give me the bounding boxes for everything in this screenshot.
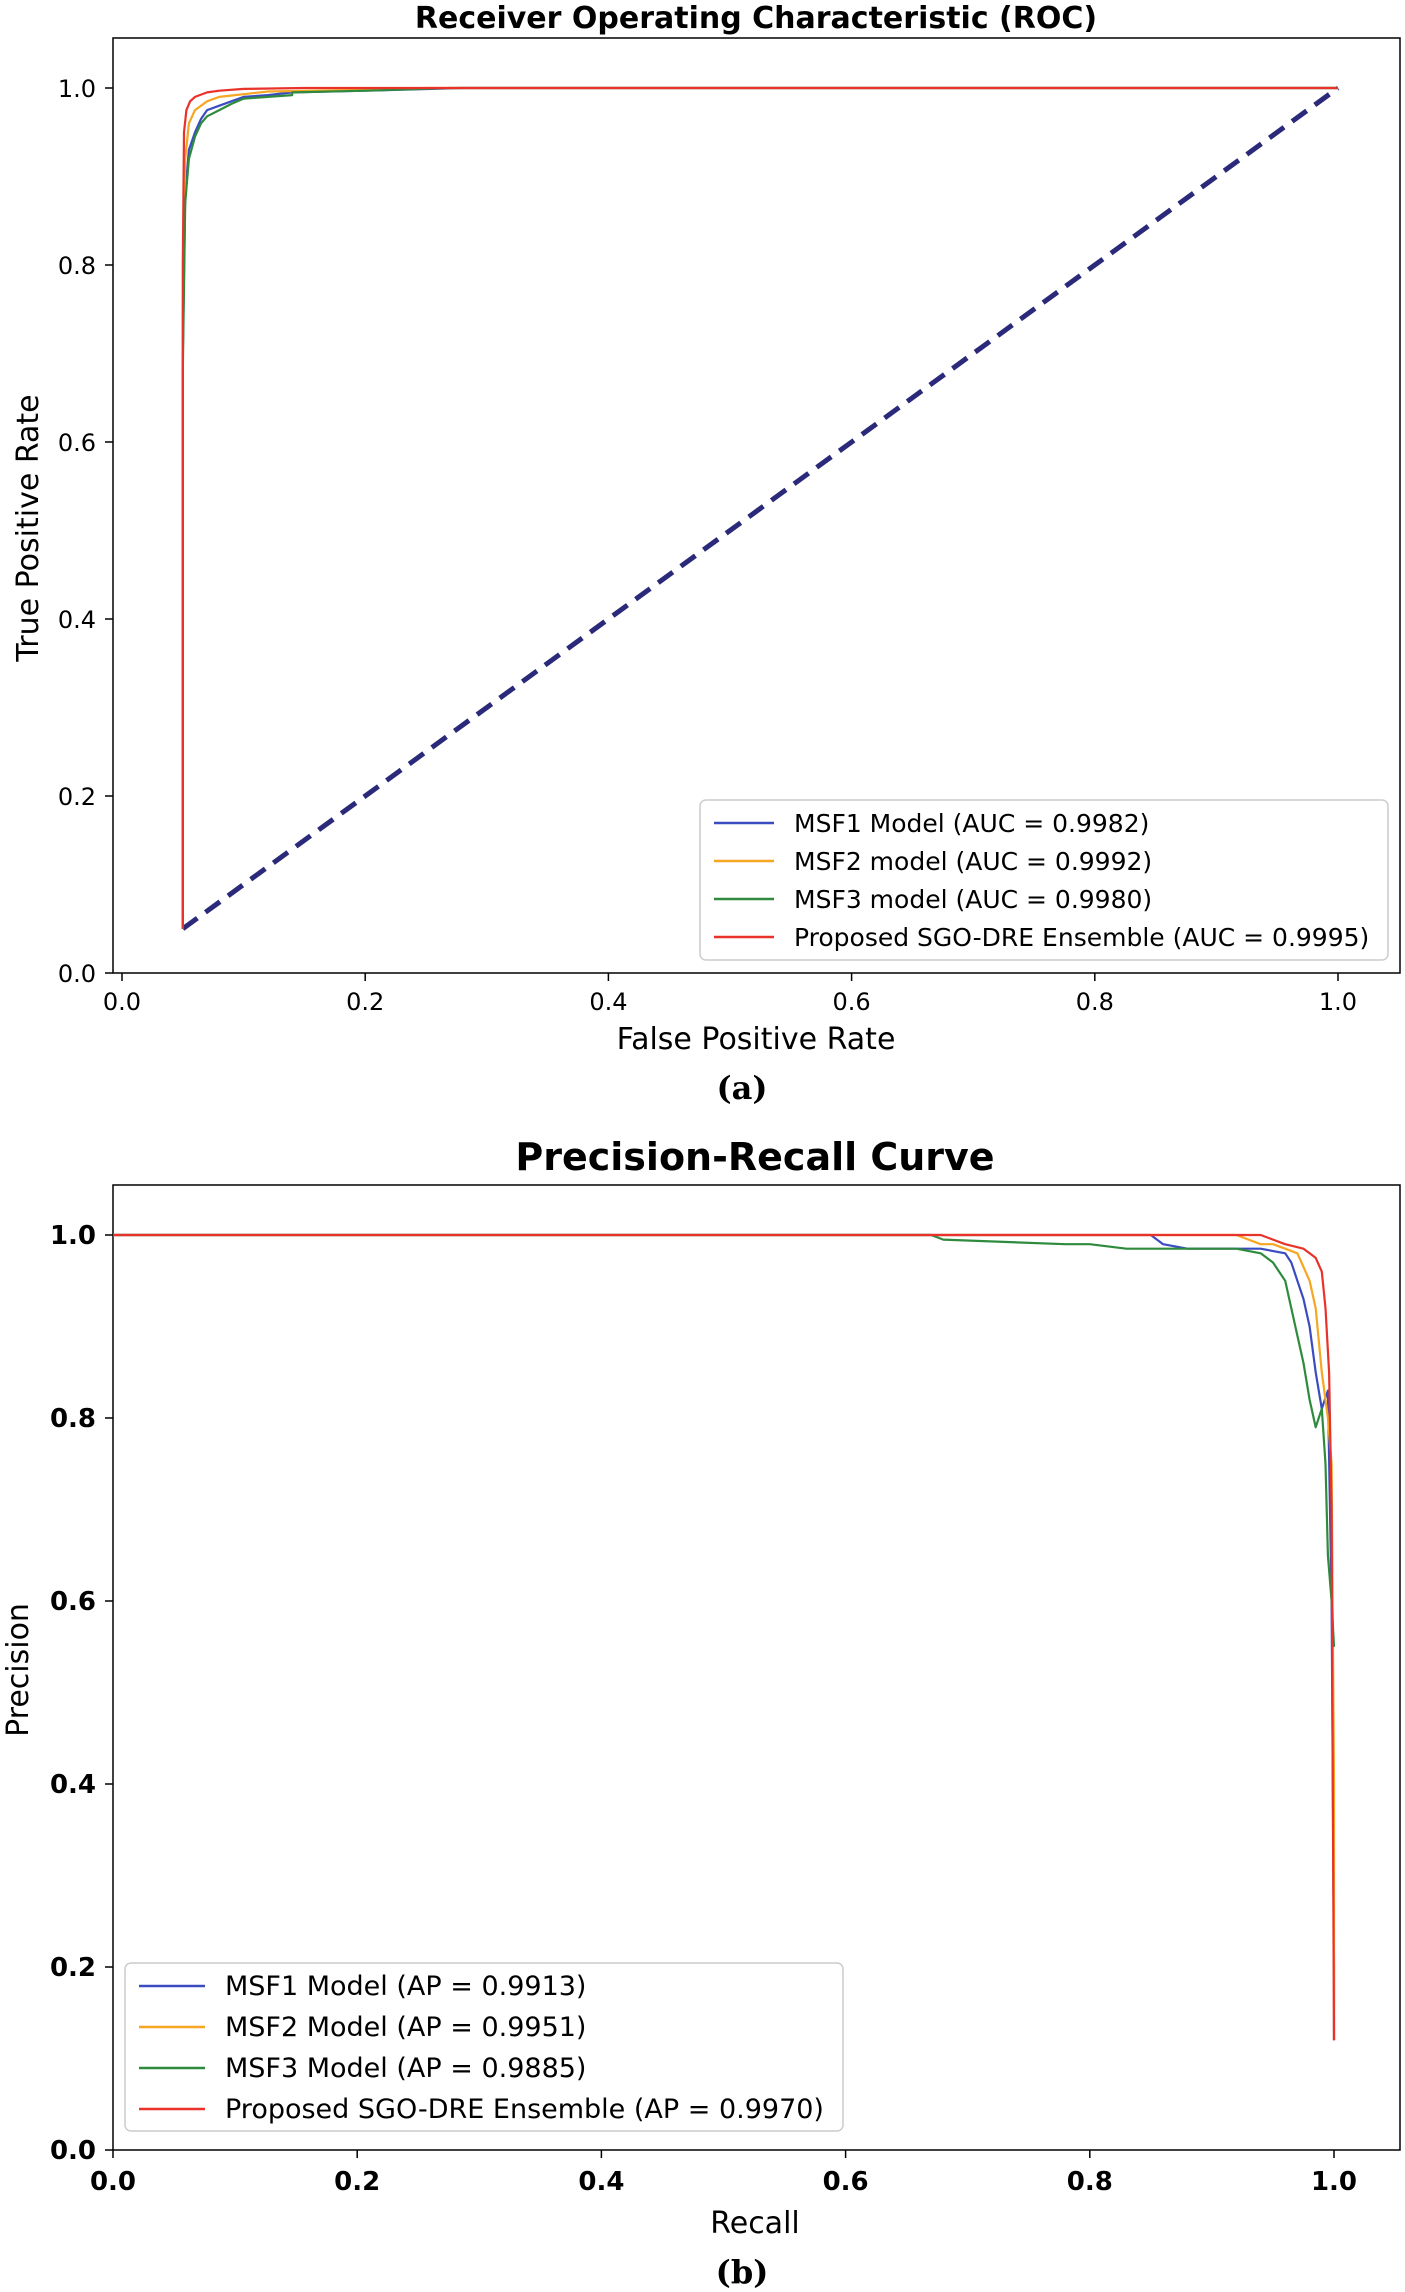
roc-x-tick-label: 0.4 [589,988,627,1016]
pr-legend-label: MSF3 Model (AP = 0.9885) [225,2053,586,2084]
pr-y-tick-label: 0.2 [50,1953,96,1983]
roc-y-tick-label: 0.2 [58,783,96,811]
pr-y-tick-label: 1.0 [50,1221,96,1251]
roc-x-axis-label: False Positive Rate [617,1022,896,1057]
roc-y-axis-label: True Positive Rate [11,394,46,662]
pr-series-line-4 [113,1233,1336,2041]
pr-x-tick-label: 1.0 [1311,2167,1357,2197]
roc-legend-box [699,799,1389,961]
roc-title: Receiver Operating Characteristic (ROC) [415,1,1097,36]
roc-x-tick-label: 0.0 [103,988,141,1016]
roc-x-tick-label: 1.0 [1319,988,1357,1016]
pr-x-axis-label: Recall [710,2206,800,2241]
pr-series-line-2 [113,1233,1336,2041]
roc-legend-label: MSF2 model (AUC = 0.9992) [794,847,1152,876]
roc-y-tick-label: 0.6 [58,429,96,457]
pr-title: Precision-Recall Curve [515,1135,994,1179]
pr-x-tick-label: 0.4 [578,2167,624,2197]
pr-y-axis-label: Precision [1,1603,36,1737]
roc-chance-line [181,85,1340,931]
pr-legend-label: MSF2 Model (AP = 0.9951) [225,2012,586,2043]
pr-legend-label: MSF1 Model (AP = 0.9913) [225,1971,586,2002]
pr-legend-label: Proposed SGO-DRE Ensemble (AP = 0.9970) [225,2094,824,2125]
roc-ticks: 0.0 0.2 0.4 0.6 0.8 1.0 0.0 0.2 0.4 0.6 0.8 1.0 [58,75,1357,1016]
subfigure-label-b: (b) [716,2253,769,2291]
roc-legend: MSF1 Model (AUC = 0.9982) MSF2 model (AUC… [699,799,1389,961]
pr-chart: Precision-Recall Curve 0.0 0.2 0.4 0.6 0.8 1.… [1,1135,1401,2291]
roc-series-lines [181,85,1340,931]
pr-series-line-1 [113,1233,1336,2041]
roc-series-line-3 [181,86,1338,929]
roc-x-tick-label: 0.6 [833,988,871,1016]
pr-y-tick-label: 0.0 [50,2136,96,2166]
roc-chart: Receiver Operating Characteristic (ROC) … [11,1,1401,1107]
roc-x-tick-label: 0.8 [1076,988,1114,1016]
pr-y-tick-label: 0.4 [50,1770,96,1800]
pr-plot-frame [112,1184,1401,2151]
pr-x-tick-label: 0.8 [1067,2167,1113,2197]
pr-series-line-3 [113,1233,1336,1647]
pr-plot-area [112,1184,1401,2151]
pr-x-tick-label: 0.0 [90,2167,136,2197]
roc-series-line-4 [181,86,1338,929]
roc-legend-label: MSF3 model (AUC = 0.9980) [794,885,1152,914]
pr-x-tick-label: 0.2 [334,2167,380,2197]
pr-legend: MSF1 Model (AP = 0.9913) MSF2 Model (AP =… [124,1962,844,2132]
pr-ticks: 0.0 0.2 0.4 0.6 0.8 1.0 0.0 0.2 0.4 0.6 0.8 1.0 [50,1221,1357,2197]
roc-y-tick-label: 0.0 [58,960,96,988]
pr-series-lines [113,1233,1336,2041]
pr-y-tick-label: 0.8 [50,1404,96,1434]
pr-x-tick-label: 0.6 [823,2167,869,2197]
pr-y-tick-label: 0.6 [50,1587,96,1617]
roc-legend-label: Proposed SGO-DRE Ensemble (AUC = 0.9995) [794,923,1369,952]
roc-y-tick-label: 1.0 [58,75,96,103]
roc-legend-label: MSF1 Model (AUC = 0.9982) [794,809,1149,838]
roc-y-tick-label: 0.4 [58,606,96,634]
roc-plot-area [112,37,1401,974]
roc-x-tick-label: 0.2 [346,988,384,1016]
roc-y-tick-label: 0.8 [58,252,96,280]
roc-plot-frame [112,37,1401,974]
pr-legend-box [124,1962,844,2132]
subfigure-label-a: (a) [716,1069,767,1107]
